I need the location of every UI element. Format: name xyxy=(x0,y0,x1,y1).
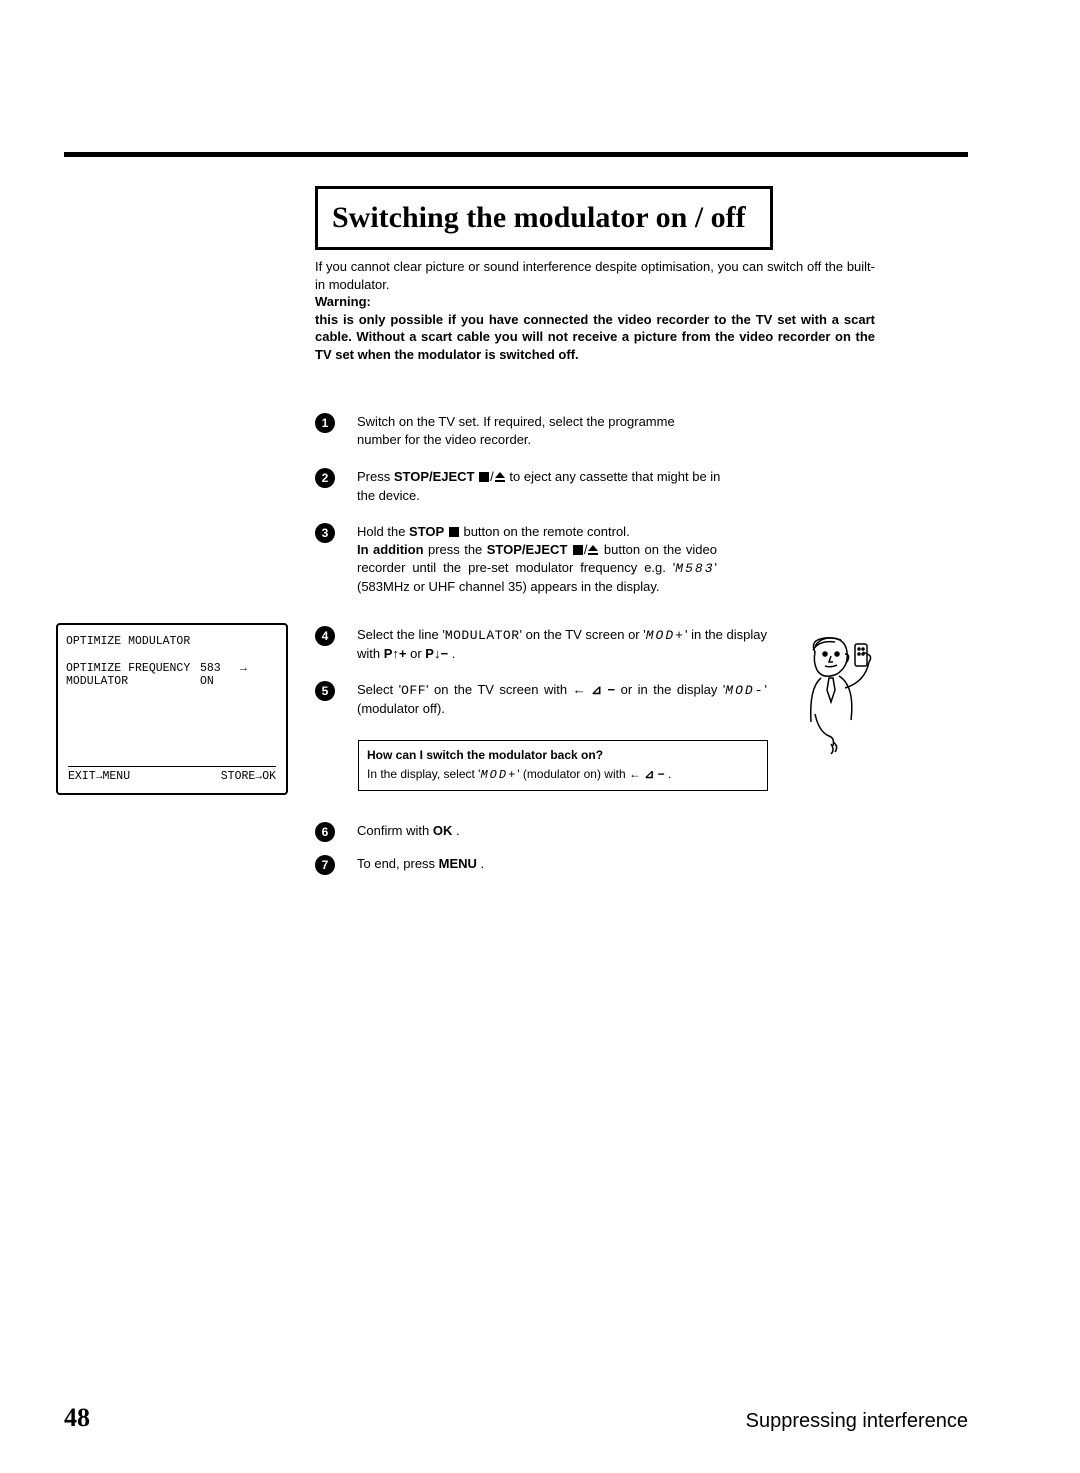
page-title: Switching the modulator on / off xyxy=(332,201,746,235)
note-box: How can I switch the modulator back on? … xyxy=(358,740,768,791)
osd-freq-value: 583 xyxy=(200,662,240,675)
top-rule xyxy=(64,152,968,157)
s7b: MENU xyxy=(439,856,477,871)
osd-row-frequency: OPTIMIZE FREQUENCY 583 → xyxy=(66,662,278,675)
osd-footer: EXIT→MENU STORE→OK xyxy=(68,770,276,783)
step-3: 3 Hold the STOP button on the remote con… xyxy=(315,523,875,595)
step-6: 6 Confirm with OK . xyxy=(315,822,875,840)
intro-text: If you cannot clear picture or sound int… xyxy=(315,258,875,293)
osd-mod-value: ON xyxy=(200,675,240,688)
step-7-text: To end, press MENU . xyxy=(357,855,875,873)
s3e: press the xyxy=(424,542,487,557)
note-body: In the display, select 'MOD+' (modulator… xyxy=(367,766,759,784)
s7c: . xyxy=(477,856,484,871)
warning-label: Warning: xyxy=(315,293,875,311)
step-number-1: 1 xyxy=(315,413,335,433)
nb: ' (modulator on) with xyxy=(517,767,629,781)
eject-icon xyxy=(495,469,505,487)
osd-footer-left: EXIT→MENU xyxy=(68,770,130,783)
s6b: OK xyxy=(433,823,453,838)
stop-icon xyxy=(449,527,459,537)
eject-icon xyxy=(588,542,598,560)
note-title: How can I switch the modulator back on? xyxy=(367,747,759,764)
step-2-text: Press STOP/EJECT / to eject any cassette… xyxy=(357,468,737,504)
s5lcd: MOD- xyxy=(725,683,764,698)
s5d: or in the display ' xyxy=(621,682,726,697)
s4a: Select the line ' xyxy=(357,627,445,642)
osd-freq-label: OPTIMIZE FREQUENCY xyxy=(66,662,200,675)
step-2: 2 Press STOP/EJECT / to eject any casset… xyxy=(315,468,875,504)
step-6-text: Confirm with OK . xyxy=(357,822,875,840)
osd-panel: OPTIMIZE MODULATOR OPTIMIZE FREQUENCY 58… xyxy=(56,623,288,795)
s5b: OFF xyxy=(401,683,426,698)
step-number-3: 3 xyxy=(315,523,335,543)
step-5-text: Select 'OFF' on the TV screen with ← ⊿ −… xyxy=(357,681,767,717)
step-1-text: Switch on the TV set. If required, selec… xyxy=(357,413,717,448)
s4or: or xyxy=(410,646,425,661)
s3c: button on the remote control. xyxy=(463,524,629,539)
s3a: Hold the xyxy=(357,524,409,539)
left-knob-arrows-icon: ← ⊿ − xyxy=(573,682,616,697)
slash: / xyxy=(584,542,588,557)
s6c: . xyxy=(452,823,459,838)
step-number-6: 6 xyxy=(315,822,335,842)
stop-icon xyxy=(573,545,583,555)
s3d: In addition xyxy=(357,542,424,557)
na: In the display, select ' xyxy=(367,767,480,781)
step-3-text: Hold the STOP button on the remote contr… xyxy=(357,523,717,595)
s3lcd: M583 xyxy=(675,561,714,576)
s4lcd: MOD+ xyxy=(646,628,685,643)
s4e2: P xyxy=(425,646,434,661)
s6a: Confirm with xyxy=(357,823,433,838)
s2b: STOP/EJECT xyxy=(394,469,475,484)
minus-icon: − xyxy=(440,646,448,661)
osd-divider xyxy=(68,766,276,767)
title-box: Switching the modulator on / off xyxy=(315,186,773,250)
step-number-5: 5 xyxy=(315,681,335,701)
osd-footer-right: STORE→OK xyxy=(221,770,276,783)
step-7: 7 To end, press MENU . xyxy=(315,855,875,873)
stop-icon xyxy=(479,472,489,482)
nlcd: MOD+ xyxy=(480,768,517,782)
warning-text: this is only possible if you have connec… xyxy=(315,311,875,364)
s5a: Select ' xyxy=(357,682,401,697)
note-arrows-icon: ← ⊿ − xyxy=(629,767,665,781)
step-4-text: Select the line 'MODULATOR' on the TV sc… xyxy=(357,626,767,662)
nc: . xyxy=(665,767,672,781)
osd-mod-label: MODULATOR xyxy=(66,675,200,688)
footer-section-title: Suppressing interference xyxy=(746,1410,968,1433)
osd-arrow-icon: → xyxy=(240,662,260,675)
s3f: STOP/EJECT xyxy=(487,542,568,557)
cartoon-figure xyxy=(785,632,873,772)
step-number-2: 2 xyxy=(315,468,335,488)
s4b: MODULATOR xyxy=(445,628,520,643)
s3b: STOP xyxy=(409,524,444,539)
plus-icon: + xyxy=(399,646,407,661)
osd-title: OPTIMIZE MODULATOR xyxy=(66,635,278,648)
step-number-4: 4 xyxy=(315,626,335,646)
s2a: Press xyxy=(357,469,394,484)
intro-block: If you cannot clear picture or sound int… xyxy=(315,258,875,363)
slash: / xyxy=(490,469,494,484)
page-number: 48 xyxy=(64,1403,90,1433)
s4end: . xyxy=(452,646,456,661)
s5c: ' on the TV screen with xyxy=(426,682,573,697)
step-number-7: 7 xyxy=(315,855,335,875)
s7a: To end, press xyxy=(357,856,439,871)
osd-row-modulator: MODULATOR ON xyxy=(66,675,278,688)
s4c: ' on the TV screen or ' xyxy=(520,627,646,642)
step-1: 1 Switch on the TV set. If required, sel… xyxy=(315,413,875,448)
